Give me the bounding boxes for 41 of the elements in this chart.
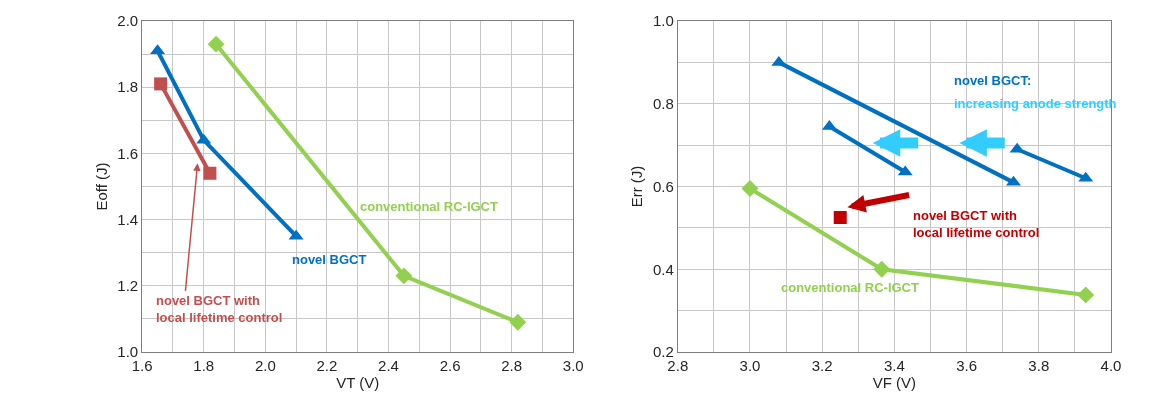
x-tick-label: 2.8 (501, 357, 523, 374)
y-tick-label: 0.6 (652, 177, 674, 195)
x-tick-label: 3.4 (883, 357, 905, 374)
y-tick-label: 1.6 (117, 144, 139, 162)
point (154, 77, 168, 91)
x-tick-label: 4.0 (1100, 357, 1122, 374)
y-tick-label: 1.0 (652, 12, 674, 30)
x-tick-label: 2.6 (439, 357, 461, 374)
point (203, 166, 217, 180)
x-tick-label: 1.8 (193, 357, 215, 374)
text: novel BGCT with local lifetime control (913, 208, 1040, 240)
point (395, 267, 413, 285)
point (1077, 286, 1095, 304)
point (873, 260, 891, 278)
x-tick-label: 3.8 (1028, 357, 1050, 374)
text: novel BGCT: (954, 73, 1032, 88)
y-tick-label: 1.2 (117, 277, 139, 295)
x-axis-title: VF (V) (872, 374, 917, 391)
y-tick-label: 2.0 (117, 12, 139, 30)
series-label: conventional RC-IGCT (360, 199, 499, 214)
y-axis-title: Eoff (J) (92, 162, 110, 211)
y-tick-label: 1.8 (117, 78, 139, 96)
point (207, 35, 225, 53)
point (741, 180, 759, 198)
point (509, 313, 527, 331)
series-label: conventional RC-IGCT (781, 280, 920, 295)
x-tick-label: 2.0 (254, 357, 276, 374)
text: novel BGCT with local lifetime control (156, 293, 283, 325)
x-tick-label: 2.4 (378, 357, 399, 374)
y-tick-label: 1.4 (117, 210, 139, 228)
y-tick-label: 0.4 (652, 260, 674, 278)
y-axis-title: Err (J) (628, 165, 646, 208)
x-tick-label: 3.6 (956, 357, 978, 374)
x-tick-label: 3.0 (562, 357, 584, 374)
x-tick-label: 2.2 (316, 357, 338, 374)
point (833, 211, 847, 225)
x-axis-title: VT (V) (336, 374, 380, 391)
y-tick-label: 0.8 (652, 95, 674, 112)
x-tick-label: 3.0 (739, 357, 761, 374)
series-label: novel BGCT (292, 252, 367, 267)
x-tick-label: 3.2 (811, 357, 833, 374)
